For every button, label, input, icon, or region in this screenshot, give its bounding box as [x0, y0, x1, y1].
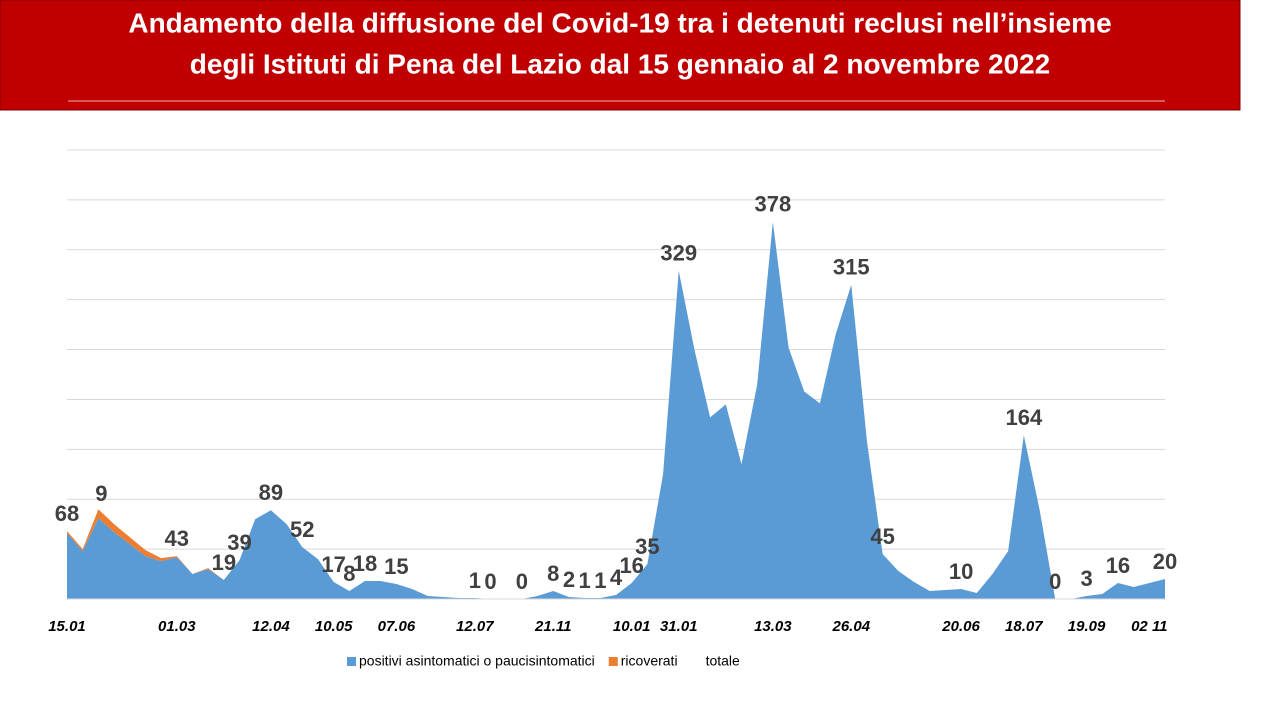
legend-swatch — [608, 657, 618, 666]
legend-swatch — [347, 657, 356, 666]
x-tick-label: 26.04 — [832, 618, 871, 635]
x-tick-label: 07.06 — [378, 618, 416, 635]
x-tick-label: 10.01 — [613, 618, 651, 635]
data-label: 0 — [516, 569, 528, 594]
x-tick-label: 15.01 — [48, 618, 86, 635]
data-label: 1 — [579, 568, 591, 593]
x-tick-label: 01.03 — [158, 618, 196, 635]
data-label: 20 — [1153, 549, 1177, 574]
data-label: 35 — [635, 534, 659, 559]
data-label: 52 — [290, 517, 314, 542]
data-label: 8 — [343, 561, 355, 586]
data-label: 43 — [165, 526, 189, 551]
title-banner — [0, 0, 1241, 111]
x-tick-label: 12.04 — [252, 618, 290, 635]
data-label: 9 — [95, 481, 107, 506]
data-label: 18 — [353, 551, 377, 576]
x-tick-label: 20.06 — [941, 618, 980, 635]
data-label: 16 — [619, 553, 643, 578]
data-label: 1 — [594, 568, 606, 593]
data-label: 329 — [660, 241, 697, 266]
data-label: 8 — [547, 561, 559, 586]
data-label: 19 — [212, 550, 236, 575]
x-tick-label: 19.09 — [1068, 618, 1106, 635]
x-tick-label: 21.11 — [534, 618, 571, 635]
data-label: 45 — [870, 524, 894, 549]
data-label: 16 — [1106, 553, 1130, 578]
legend-label: totale — [706, 653, 740, 669]
x-tick-label: 10.05 — [315, 618, 353, 635]
data-label: 15 — [384, 554, 408, 579]
data-label: 68 — [55, 501, 79, 526]
x-tick-label: 12.07 — [456, 618, 494, 635]
chart-title: degli Istituti di Pena del Lazio dal 15 … — [190, 48, 1050, 79]
x-tick-label: 02 11 — [1131, 618, 1167, 635]
data-label: 315 — [833, 255, 870, 280]
x-tick-label: 13.03 — [754, 618, 792, 635]
area — [67, 221, 1165, 599]
data-label: 2 — [563, 567, 575, 592]
data-label: 10 — [949, 559, 973, 584]
x-tick-label: 18.07 — [1005, 618, 1043, 635]
legend-label: positivi asintomatici o paucisintomatici — [359, 653, 595, 669]
data-label: 1 — [469, 568, 481, 593]
data-label: 89 — [259, 480, 283, 505]
data-label: 164 — [1005, 405, 1042, 430]
data-label: 0 — [484, 569, 496, 594]
chart-title: Andamento della diffusione del Covid-19 … — [128, 7, 1111, 38]
data-label: 378 — [754, 192, 791, 217]
data-label: 39 — [227, 530, 251, 555]
data-label: 3 — [1080, 566, 1092, 591]
data-label: 4 — [610, 565, 623, 590]
data-label: 17 — [321, 552, 345, 577]
x-tick-label: 31.01 — [660, 618, 698, 635]
legend-label: ricoverati — [621, 653, 678, 669]
data-label: 0 — [1049, 569, 1061, 594]
